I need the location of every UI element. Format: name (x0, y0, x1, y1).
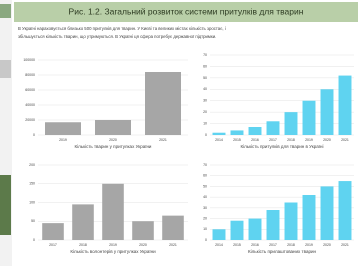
bar (162, 216, 184, 240)
y-tick-label: 20 (203, 216, 207, 220)
y-tick-label: 0 (205, 133, 207, 137)
y-tick-label: 100 (29, 200, 35, 204)
x-tick-label: 2019 (305, 243, 313, 247)
y-tick-label: 10 (203, 121, 207, 125)
y-tick-label: 60 (203, 64, 207, 68)
x-tick-label: 2020 (323, 138, 331, 142)
chart-title: Кількість волонтерів у притулках України (70, 249, 156, 254)
x-tick-label: 2017 (269, 243, 277, 247)
y-tick-label: 200 (29, 163, 35, 167)
y-tick-label: 40000 (25, 103, 35, 107)
x-tick-label: 2015 (233, 243, 241, 247)
bar (249, 219, 262, 240)
x-tick-label: 2021 (159, 138, 167, 142)
bar (145, 72, 181, 135)
bar (42, 223, 64, 240)
y-tick-label: 40 (203, 195, 207, 199)
bar (321, 186, 334, 240)
bar (95, 120, 131, 135)
bar (102, 184, 124, 240)
bar (213, 229, 226, 240)
thumbnail (0, 60, 11, 78)
y-tick-label: 0 (33, 238, 35, 242)
bar (45, 122, 81, 135)
y-tick-label: 70 (203, 163, 207, 167)
thumbnail (0, 4, 11, 18)
bar (339, 181, 352, 240)
x-tick-label: 2020 (109, 138, 117, 142)
chart-title: Кількість тварин у притулках України (75, 144, 152, 149)
y-tick-label: 40 (203, 87, 207, 91)
bar (303, 101, 316, 135)
bar (285, 112, 298, 135)
slide: Рис. 1.2. Загальний розвиток системи при… (0, 0, 360, 266)
x-tick-label: 2019 (305, 138, 313, 142)
bar (267, 210, 280, 240)
chart-title: Кількість прилаштованих тварин (248, 249, 316, 254)
y-tick-label: 0 (33, 133, 35, 137)
x-tick-label: 2014 (215, 243, 223, 247)
x-tick-label: 2018 (287, 138, 295, 142)
x-tick-label: 2021 (341, 243, 349, 247)
x-tick-label: 2019 (109, 243, 117, 247)
y-tick-label: 50 (203, 184, 207, 188)
bar (213, 133, 226, 135)
x-tick-label: 2018 (287, 243, 295, 247)
x-tick-label: 2016 (251, 138, 259, 142)
x-tick-label: 2017 (269, 138, 277, 142)
bar (72, 204, 94, 240)
body-text: збільшується кількість тварин, що утриму… (18, 34, 216, 39)
slide-title: Рис. 1.2. Загальний розвиток системи при… (69, 6, 304, 16)
chart-title: Кількість притулків для тварин в Україні (240, 144, 323, 149)
y-tick-label: 20 (203, 110, 207, 114)
y-tick-label: 150 (29, 182, 35, 186)
y-tick-label: 0 (205, 238, 207, 242)
bar (249, 127, 262, 135)
y-tick-label: 70 (203, 53, 207, 57)
y-tick-label: 50 (203, 76, 207, 80)
x-tick-label: 2015 (233, 138, 241, 142)
y-tick-label: 10 (203, 227, 207, 231)
y-tick-label: 20000 (25, 118, 35, 122)
y-tick-label: 30 (203, 206, 207, 210)
x-tick-label: 2016 (251, 243, 259, 247)
x-tick-label: 2020 (323, 243, 331, 247)
y-tick-label: 60 (203, 174, 207, 178)
x-tick-label: 2021 (169, 243, 177, 247)
y-tick-label: 100000 (23, 58, 35, 62)
y-tick-label: 80000 (25, 73, 35, 77)
bar (231, 221, 244, 240)
bar (285, 203, 298, 241)
bar (267, 121, 280, 135)
y-tick-label: 30 (203, 99, 207, 103)
x-tick-label: 2018 (79, 243, 87, 247)
x-tick-label: 2021 (341, 138, 349, 142)
x-tick-label: 2019 (59, 138, 67, 142)
x-tick-label: 2020 (139, 243, 147, 247)
bar (321, 89, 334, 135)
body-text: В Україні нараховується близько 500 прит… (18, 26, 226, 31)
bar (339, 76, 352, 135)
y-tick-label: 50 (31, 219, 35, 223)
x-tick-label: 2014 (215, 138, 223, 142)
bar (231, 130, 244, 135)
bar (132, 221, 154, 240)
thumbnail (0, 175, 11, 235)
x-tick-label: 2017 (49, 243, 57, 247)
bar (303, 195, 316, 240)
y-tick-label: 60000 (25, 88, 35, 92)
